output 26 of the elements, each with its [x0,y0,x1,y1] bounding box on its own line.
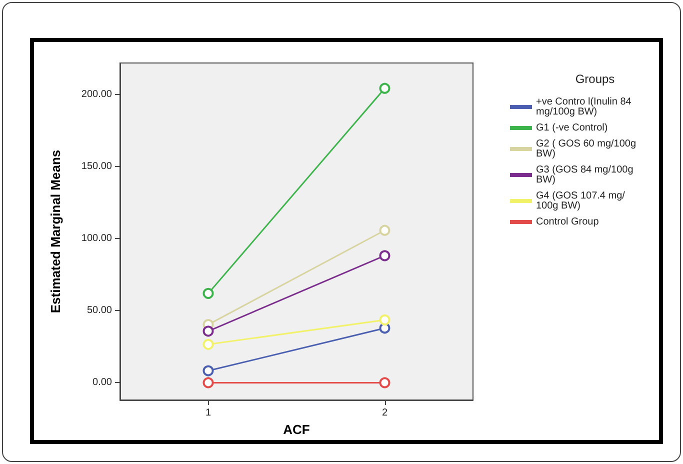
legend-label: Control Group [536,216,600,228]
point [202,377,214,388]
y-axis-title: Estimated Marginal Means [48,150,63,314]
y-tick-label: 50.00 [86,305,112,316]
y-tick-label: 100.00 [81,233,112,244]
point [379,82,390,94]
point [202,288,214,299]
x-tick-label: 1 [205,408,212,418]
point [379,314,390,326]
legend-label: +ve Contro l(Inulin 84 mg/100g BW) [536,96,634,118]
legend-label: G2 ( GOS 60 mg/100g BW) [536,138,639,160]
point [202,365,214,376]
x-tick-label: 2 [382,408,388,418]
point [202,326,214,337]
legend-title: Groups [575,72,615,86]
legend-label: G4 (GOS 107.4 mg/100g BW) [536,190,626,212]
point [202,338,214,350]
point [379,250,390,262]
point [379,224,390,236]
y-tick-label: 200.00 [81,89,112,100]
legend-label: G1 (-ve Control) [536,122,608,134]
point [379,377,390,388]
y-tick-label: 150.00 [81,161,112,172]
x-axis-title: ACF [283,422,310,437]
legend-label: G3 (GOS 84 mg/100g BW) [536,164,636,186]
y-tick-label: 0.00 [92,377,112,388]
